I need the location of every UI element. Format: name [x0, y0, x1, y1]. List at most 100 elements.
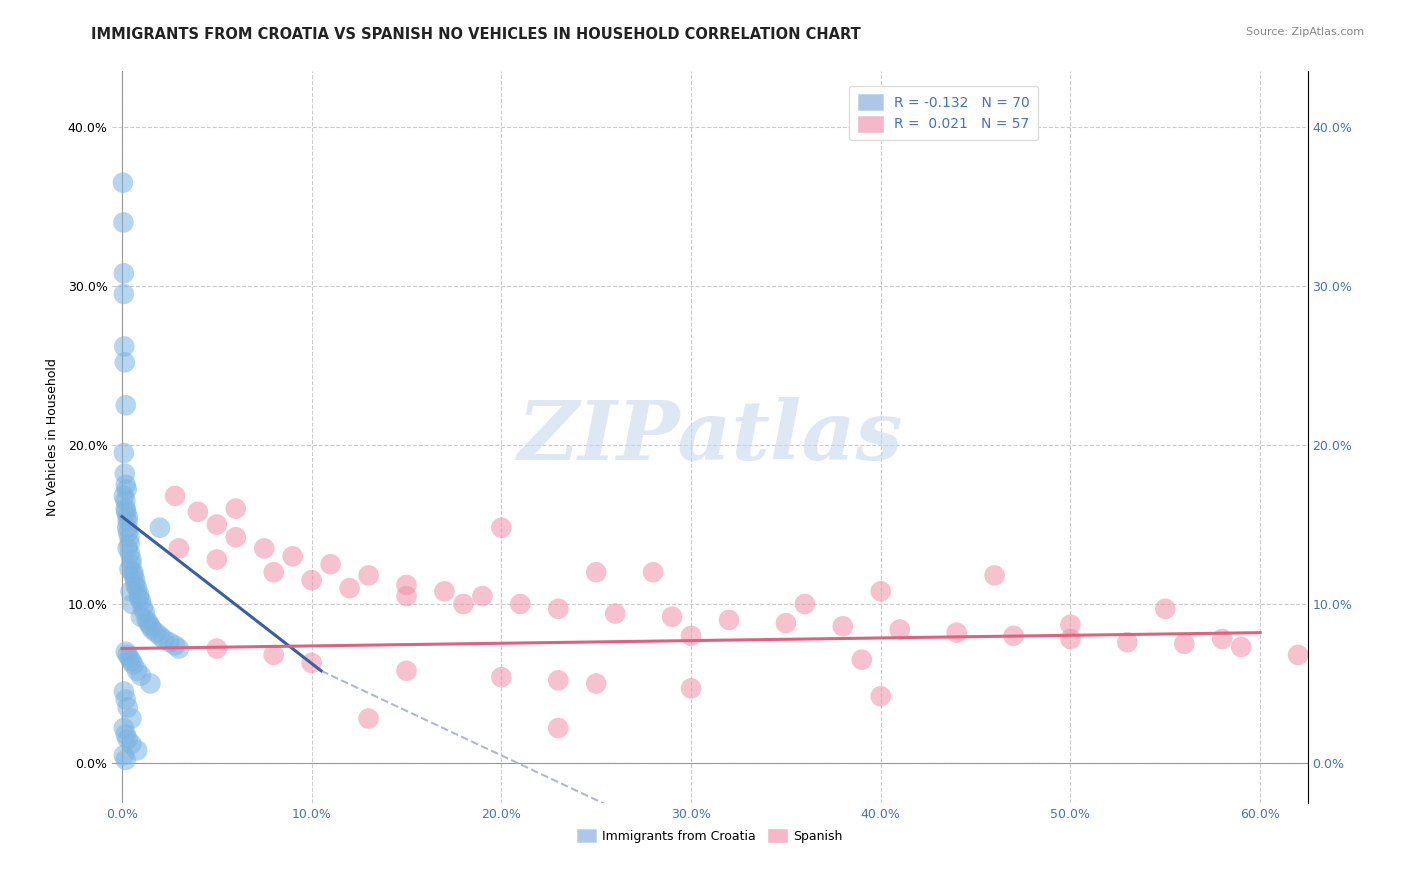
Point — [120, 712, 142, 726]
Point — [112, 339, 135, 353]
Point — [118, 530, 141, 544]
Point — [547, 721, 569, 735]
Point — [118, 546, 141, 560]
Point — [120, 552, 142, 566]
Text: Source: ZipAtlas.com: Source: ZipAtlas.com — [1246, 27, 1364, 37]
Point — [145, 625, 167, 640]
Point — [547, 602, 569, 616]
Point — [585, 676, 607, 690]
Point — [339, 581, 361, 595]
Y-axis label: No Vehicles in Household: No Vehicles in Household — [46, 359, 59, 516]
Point — [114, 398, 136, 412]
Point — [120, 558, 142, 572]
Point — [453, 597, 475, 611]
Point — [117, 521, 139, 535]
Point — [120, 654, 142, 668]
Point — [585, 566, 607, 580]
Point — [357, 712, 380, 726]
Point — [1154, 602, 1177, 616]
Point — [205, 552, 228, 566]
Point — [129, 668, 152, 682]
Point — [134, 605, 156, 619]
Point — [117, 700, 139, 714]
Point — [117, 732, 139, 747]
Point — [129, 594, 152, 608]
Point — [357, 568, 380, 582]
Legend: Immigrants from Croatia, Spanish: Immigrants from Croatia, Spanish — [572, 824, 848, 847]
Point — [114, 477, 136, 491]
Point — [889, 623, 911, 637]
Point — [114, 645, 136, 659]
Point — [1173, 637, 1195, 651]
Point — [141, 623, 163, 637]
Point — [643, 566, 665, 580]
Point — [124, 578, 146, 592]
Point — [167, 541, 190, 556]
Point — [124, 573, 146, 587]
Point — [225, 530, 247, 544]
Point — [661, 609, 683, 624]
Point — [681, 681, 703, 696]
Point — [128, 591, 150, 605]
Point — [112, 684, 135, 698]
Point — [253, 541, 276, 556]
Point — [120, 584, 142, 599]
Point — [1211, 632, 1233, 646]
Point — [127, 581, 149, 595]
Point — [139, 619, 162, 633]
Point — [165, 639, 187, 653]
Point — [152, 632, 174, 646]
Point — [114, 355, 136, 369]
Point — [120, 737, 142, 751]
Point — [114, 467, 136, 481]
Point — [471, 589, 494, 603]
Point — [491, 670, 513, 684]
Point — [869, 584, 891, 599]
Point — [433, 584, 456, 599]
Point — [122, 657, 145, 672]
Point — [945, 625, 967, 640]
Point — [395, 578, 418, 592]
Point — [117, 648, 139, 662]
Point — [112, 489, 135, 503]
Point — [112, 215, 135, 229]
Point — [605, 607, 627, 621]
Point — [112, 446, 135, 460]
Point — [717, 613, 740, 627]
Text: IMMIGRANTS FROM CROATIA VS SPANISH NO VEHICLES IN HOUSEHOLD CORRELATION CHART: IMMIGRANTS FROM CROATIA VS SPANISH NO VE… — [91, 27, 860, 42]
Point — [263, 566, 285, 580]
Point — [127, 743, 149, 757]
Point — [149, 629, 172, 643]
Point — [1230, 640, 1253, 654]
Point — [114, 727, 136, 741]
Point — [157, 635, 180, 649]
Point — [122, 568, 145, 582]
Point — [301, 573, 323, 587]
Point — [1002, 629, 1025, 643]
Point — [983, 568, 1005, 582]
Point — [187, 505, 209, 519]
Point — [395, 589, 418, 603]
Point — [225, 501, 247, 516]
Point — [1059, 632, 1081, 646]
Point — [165, 489, 187, 503]
Point — [149, 521, 172, 535]
Point — [869, 690, 891, 704]
Point — [138, 616, 160, 631]
Point — [127, 664, 149, 678]
Point — [114, 501, 136, 516]
Point — [205, 641, 228, 656]
Point — [301, 656, 323, 670]
Point — [509, 597, 531, 611]
Point — [112, 748, 135, 763]
Point — [118, 562, 141, 576]
Point — [111, 176, 134, 190]
Point — [491, 521, 513, 535]
Point — [114, 753, 136, 767]
Point — [117, 525, 139, 540]
Point — [112, 266, 135, 280]
Point — [139, 676, 162, 690]
Point — [831, 619, 853, 633]
Point — [547, 673, 569, 688]
Point — [167, 641, 190, 656]
